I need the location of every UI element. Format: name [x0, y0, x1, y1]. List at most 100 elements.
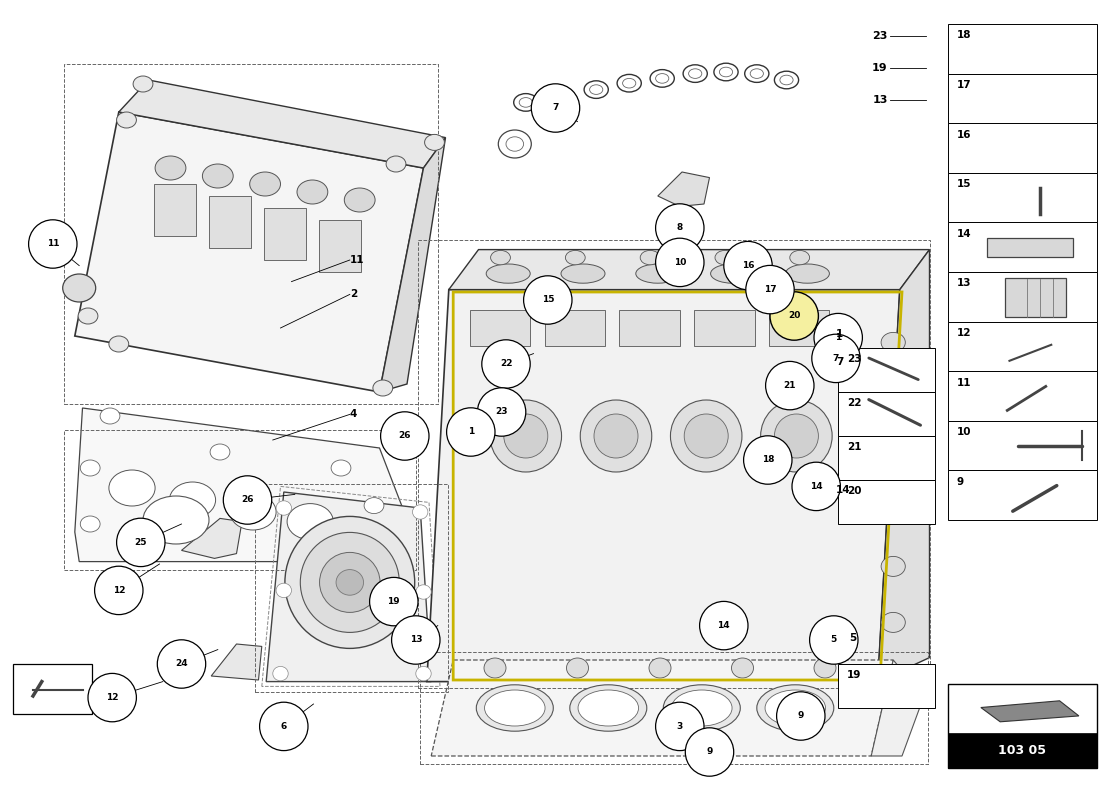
Ellipse shape — [416, 585, 431, 599]
Text: 8: 8 — [676, 223, 683, 233]
Ellipse shape — [745, 65, 769, 82]
Ellipse shape — [1030, 41, 1041, 49]
Ellipse shape — [485, 690, 546, 726]
Ellipse shape — [109, 470, 155, 506]
Bar — [838, 480, 935, 524]
Ellipse shape — [117, 112, 136, 128]
Circle shape — [157, 640, 206, 688]
Ellipse shape — [498, 130, 531, 158]
Bar — [255, 484, 448, 692]
Ellipse shape — [287, 504, 333, 540]
Bar — [948, 470, 1097, 520]
Ellipse shape — [300, 533, 399, 632]
Polygon shape — [266, 492, 431, 682]
Text: 21: 21 — [783, 381, 796, 390]
Ellipse shape — [757, 685, 834, 731]
Ellipse shape — [881, 501, 905, 521]
Ellipse shape — [766, 690, 825, 726]
Polygon shape — [154, 184, 196, 236]
Ellipse shape — [656, 74, 669, 83]
Bar — [838, 436, 935, 480]
Polygon shape — [75, 408, 405, 562]
Text: 26: 26 — [398, 431, 411, 441]
Ellipse shape — [506, 137, 524, 151]
Ellipse shape — [169, 482, 216, 518]
Circle shape — [95, 566, 143, 614]
Circle shape — [482, 340, 530, 388]
Polygon shape — [182, 518, 242, 558]
Text: 6: 6 — [280, 722, 287, 731]
Text: 23: 23 — [495, 407, 508, 417]
Ellipse shape — [504, 414, 548, 458]
Text: 23: 23 — [847, 354, 861, 365]
Circle shape — [656, 238, 704, 286]
Ellipse shape — [684, 414, 728, 458]
Polygon shape — [658, 172, 710, 206]
Polygon shape — [379, 138, 446, 392]
Text: 14: 14 — [957, 229, 971, 239]
Text: 18: 18 — [761, 455, 774, 465]
Circle shape — [724, 242, 772, 290]
Text: 21: 21 — [847, 442, 861, 453]
Text: 7: 7 — [552, 103, 559, 113]
Ellipse shape — [416, 666, 431, 681]
Ellipse shape — [881, 388, 905, 408]
Circle shape — [777, 692, 825, 740]
Circle shape — [117, 518, 165, 566]
Ellipse shape — [78, 308, 98, 324]
Ellipse shape — [331, 460, 351, 476]
Polygon shape — [981, 701, 1079, 722]
Polygon shape — [264, 208, 306, 260]
Ellipse shape — [80, 460, 100, 476]
Bar — [418, 240, 930, 688]
Text: 11: 11 — [46, 239, 59, 249]
Text: 5: 5 — [849, 634, 857, 643]
Ellipse shape — [761, 400, 832, 472]
Ellipse shape — [814, 658, 836, 678]
Circle shape — [381, 412, 429, 460]
Text: 12: 12 — [112, 586, 125, 595]
Ellipse shape — [486, 264, 530, 283]
Ellipse shape — [80, 516, 100, 532]
Text: 18: 18 — [957, 30, 971, 40]
Polygon shape — [431, 660, 893, 756]
Bar — [694, 310, 755, 346]
Circle shape — [656, 204, 704, 252]
Text: 14: 14 — [717, 621, 730, 630]
Ellipse shape — [790, 250, 810, 265]
Text: 985: 985 — [632, 442, 864, 550]
Text: 20: 20 — [847, 486, 861, 496]
Ellipse shape — [1030, 376, 1063, 396]
Text: 103 05: 103 05 — [999, 744, 1046, 757]
Text: 2: 2 — [350, 290, 358, 299]
Ellipse shape — [671, 400, 741, 472]
Text: GL: GL — [561, 334, 803, 498]
Text: 5: 5 — [830, 635, 837, 645]
Bar — [1005, 278, 1066, 317]
Ellipse shape — [519, 98, 532, 107]
Polygon shape — [878, 250, 930, 682]
Ellipse shape — [640, 250, 660, 265]
Ellipse shape — [617, 74, 641, 92]
Ellipse shape — [514, 94, 538, 111]
Circle shape — [746, 266, 794, 314]
Text: 19: 19 — [387, 597, 400, 606]
Text: 16: 16 — [741, 261, 755, 270]
Ellipse shape — [337, 570, 363, 595]
Ellipse shape — [689, 69, 702, 78]
Text: 20: 20 — [788, 311, 801, 321]
Circle shape — [88, 674, 136, 722]
Ellipse shape — [202, 164, 233, 188]
Circle shape — [656, 702, 704, 750]
Text: 10: 10 — [957, 427, 971, 437]
Ellipse shape — [780, 75, 793, 85]
Text: 24: 24 — [175, 659, 188, 669]
Circle shape — [29, 220, 77, 268]
Circle shape — [812, 334, 860, 382]
Ellipse shape — [715, 250, 735, 265]
Text: 13: 13 — [409, 635, 422, 645]
Bar — [619, 310, 680, 346]
Ellipse shape — [364, 498, 384, 514]
Circle shape — [770, 292, 818, 340]
Ellipse shape — [273, 666, 288, 681]
